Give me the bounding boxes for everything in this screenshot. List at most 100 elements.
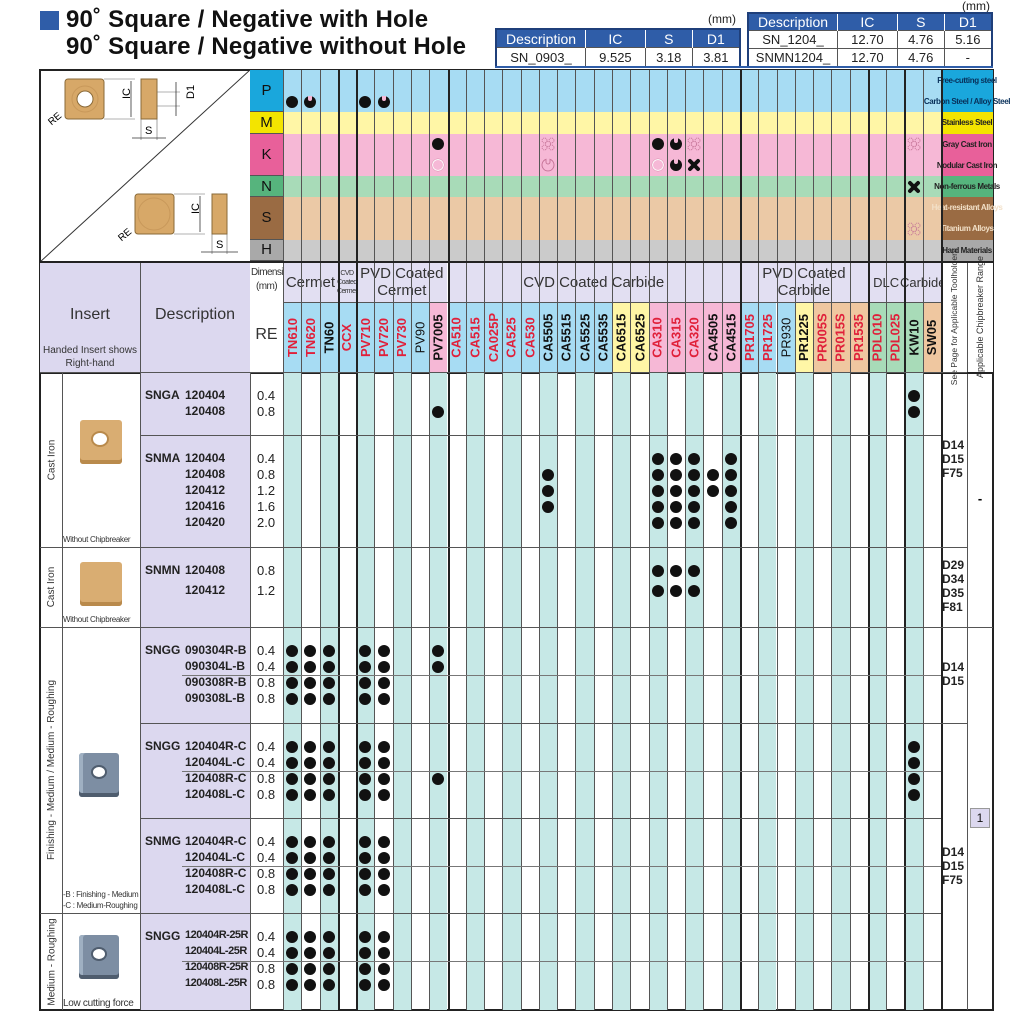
grade-name: CA5515: [558, 313, 574, 361]
grade-header-ca5535: CA5535: [593, 302, 612, 372]
recommended-dot-icon: [688, 501, 701, 513]
material-label: Titanium Alloys: [940, 218, 994, 240]
grade-column-divider: [612, 372, 613, 1010]
grade-column-shade: [283, 372, 302, 1010]
recommended-dot-icon: [322, 773, 335, 785]
grade-column-divider: [593, 372, 595, 1010]
recommended-dot-icon: [669, 585, 682, 597]
product-code: 090304R-B: [185, 643, 247, 657]
grade-name: CA525: [503, 316, 519, 358]
grade-column-divider: [922, 372, 924, 1010]
category-divider: [40, 372, 140, 373]
category-label: Finishing - Medium / Medium - Roughing: [45, 679, 57, 861]
recommended-dot-icon: [359, 789, 372, 801]
grade-column-shade: [465, 372, 485, 1010]
recommended-dot-icon: [724, 517, 737, 529]
grade-column-divider: [301, 262, 303, 372]
grade-column-divider: [867, 70, 870, 261]
recommended-dot-icon: [651, 565, 664, 577]
grade-name: PDL010: [869, 313, 885, 361]
material-group-m: M: [250, 112, 283, 134]
grade-column-divider: [575, 372, 577, 1010]
grade-column-divider: [520, 372, 522, 1010]
grade-column-divider: [465, 372, 467, 1010]
recommended-dot-icon: [304, 677, 317, 689]
grade-column-divider: [447, 262, 450, 372]
dim-table-2-cell: 12.70: [837, 48, 898, 68]
grade-header-tn60: TN60: [319, 302, 338, 372]
grade-column-divider: [429, 70, 431, 261]
grade-column-divider: [557, 372, 559, 1010]
recommended-dot-icon: [907, 741, 920, 753]
pair-divider: [182, 771, 941, 772]
material-label: Nodular Cast Iron: [937, 154, 998, 176]
grade-name: PDL025: [887, 313, 903, 361]
dim-table-1: Description IC S D1 SN_0903_ 9.525 3.18 …: [495, 28, 741, 68]
recommended-dot-icon: [907, 773, 920, 785]
grade-column-divider: [648, 262, 650, 372]
material-group-s: S: [250, 197, 283, 240]
grade-name: PV730: [394, 317, 410, 357]
grade-column-divider: [904, 262, 907, 372]
recommended-dot-icon: [304, 931, 317, 943]
dim-table-1-unit: (mm): [708, 12, 736, 26]
grade-name: SW05: [924, 319, 940, 355]
dim-table-2-header: IC: [837, 13, 898, 31]
re-value: 1.6: [257, 499, 276, 514]
re-value: 0.4: [257, 451, 276, 466]
toolholder-page-ref: F81: [942, 600, 963, 614]
recommended-dot-icon: [359, 963, 372, 975]
grade-column-divider: [739, 70, 742, 261]
grade-header-ca4515: CA4515: [721, 302, 740, 372]
header-divider: [140, 262, 141, 372]
toolholder-page-ref: F75: [942, 873, 963, 887]
recommended-dot-icon: [669, 501, 682, 513]
s-label-2: S: [216, 239, 223, 251]
grade-header-pv710: PV710: [356, 302, 375, 372]
group-divider: [140, 435, 941, 436]
grade-column-divider: [538, 372, 540, 1010]
recommended-dot-icon: [322, 931, 335, 943]
toolholder-page-ref: D35: [942, 586, 965, 600]
toolholder-page-ref: D14: [942, 660, 965, 674]
category-label: Cast Iron: [45, 566, 57, 608]
re-value: 0.8: [257, 866, 276, 881]
grade-name: KW10: [906, 318, 922, 356]
grade-name: TN620: [302, 317, 318, 357]
recommended-dot-icon: [286, 677, 299, 689]
grade-column-divider: [849, 70, 851, 261]
grade-header-ca6525: CA6525: [630, 302, 649, 372]
grade-name: CA025P: [485, 312, 501, 362]
recommended-dot-icon: [432, 645, 445, 657]
recommended-dot-icon: [286, 836, 299, 848]
re-value: 0.8: [257, 563, 276, 578]
recommended-dot-icon: [322, 789, 335, 801]
re-value: 0.8: [257, 771, 276, 786]
suitability-mark-full-icon: [432, 138, 445, 151]
product-code: 120412: [185, 583, 226, 597]
suitability-mark-notch-icon: [377, 95, 390, 108]
body-column-divider: [140, 372, 141, 1010]
grade-column-divider: [703, 70, 705, 261]
grade-column-divider: [465, 70, 467, 261]
grade-column-divider: [904, 70, 907, 261]
dim-table-2-cell: 12.70: [837, 30, 898, 49]
grade-column-divider: [557, 262, 559, 372]
re-value: 1.2: [257, 483, 276, 498]
product-code: 090308L-B: [185, 691, 246, 705]
recommended-dot-icon: [377, 789, 390, 801]
re-value: 0.8: [257, 787, 276, 802]
body-column-divider: [62, 372, 63, 1010]
grade-column-shade: [575, 372, 594, 1010]
grade-name: CA6515: [613, 313, 629, 361]
recommended-dot-icon: [651, 485, 664, 497]
grade-column-shade: [538, 372, 558, 1010]
recommended-dot-icon: [286, 741, 299, 753]
recommended-dot-icon: [286, 773, 299, 785]
grade-column-divider: [502, 70, 504, 261]
see-page-divider: [941, 723, 967, 724]
recommended-dot-icon: [688, 469, 701, 481]
grade-header-kw10: KW10: [904, 302, 923, 372]
recommended-dot-icon: [304, 947, 317, 959]
recommended-dot-icon: [377, 645, 390, 657]
